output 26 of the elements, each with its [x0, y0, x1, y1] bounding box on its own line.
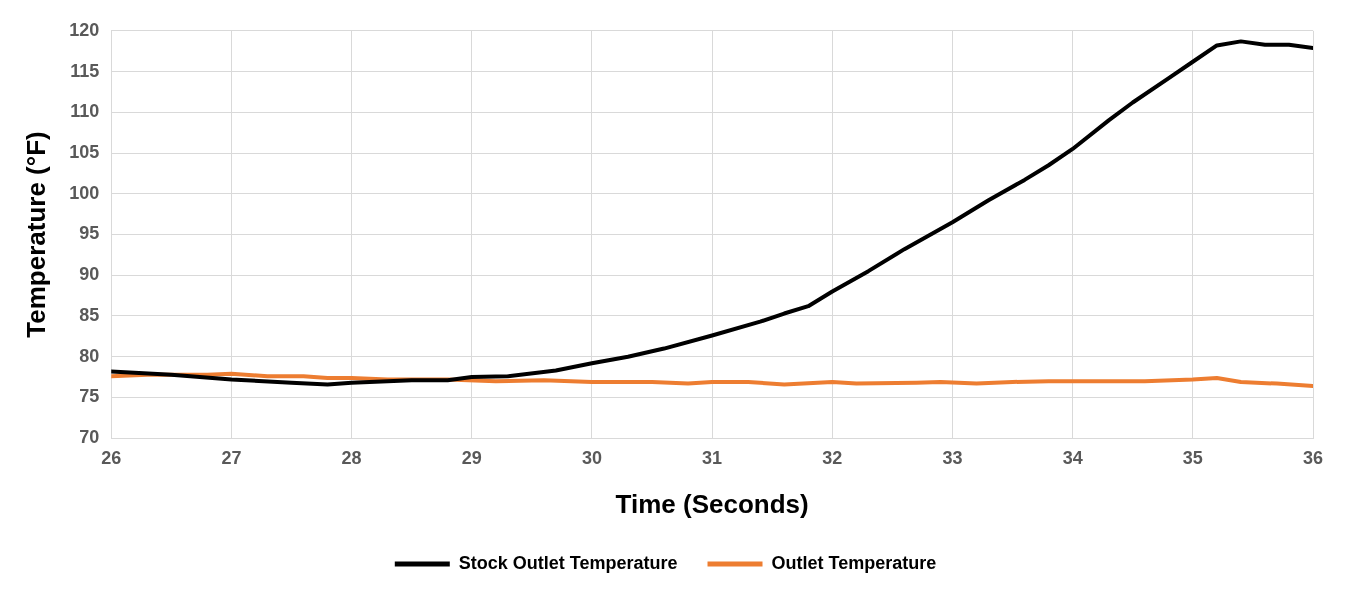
- y-tick-label: 70: [79, 427, 100, 448]
- x-tick-label: 29: [461, 447, 482, 468]
- y-tick-label: 95: [79, 223, 100, 244]
- x-tick-label: 34: [1062, 447, 1083, 468]
- y-tick-label: 75: [79, 386, 100, 407]
- x-tick-label: 28: [341, 447, 362, 468]
- y-tick-label: 110: [70, 101, 100, 122]
- x-tick-label: 36: [1302, 447, 1324, 468]
- y-tick-label: 100: [69, 182, 100, 203]
- x-tick-label: 31: [702, 447, 723, 468]
- y-tick-label: 80: [79, 345, 100, 366]
- y-tick-label: 115: [70, 60, 100, 81]
- y-axis-title: Temperature (°F): [20, 131, 51, 338]
- legend-label: Stock Outlet Temperature: [458, 552, 678, 573]
- x-tick-label: 26: [101, 447, 122, 468]
- x-tick-label: 30: [581, 447, 602, 468]
- x-tick-label: 35: [1182, 447, 1203, 468]
- x-tick-label: 27: [221, 447, 242, 468]
- x-tick-label: 33: [942, 447, 963, 468]
- legend-label: Outlet Temperature: [771, 552, 937, 573]
- y-tick-label: 85: [79, 304, 100, 325]
- y-tick-label: 120: [69, 19, 100, 40]
- y-tick-label: 90: [79, 264, 100, 285]
- y-tick-label: 105: [69, 141, 100, 162]
- x-tick-label: 32: [822, 447, 843, 468]
- x-axis-title: Time (Seconds): [615, 488, 809, 519]
